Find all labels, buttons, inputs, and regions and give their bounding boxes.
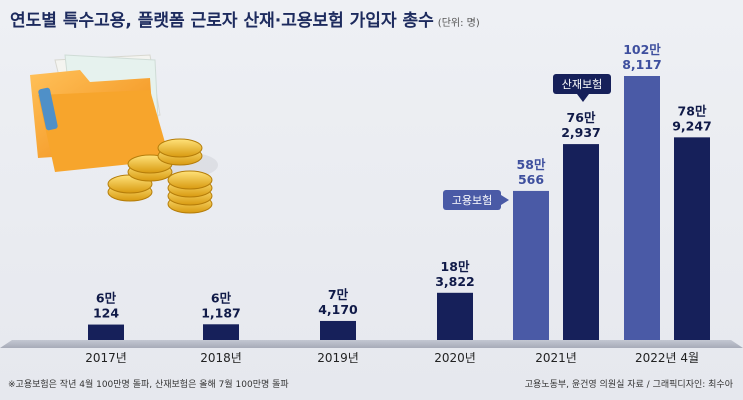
series-callouts: 고용보험 산재보험	[443, 74, 611, 210]
value-label-top-industrial-0: 6만	[96, 291, 117, 306]
value-label-bottom-industrial-2: 4,170	[318, 302, 358, 317]
value-label-bottom-industrial-3: 3,822	[435, 274, 475, 289]
value-labels-group: 6만1246만1,1877만4,17018만3,82258만56676만2,93…	[93, 42, 712, 321]
footnote: ※고용보험은 작년 4월 100만명 돌파, 산재보험은 올해 7월 100만명…	[8, 380, 289, 390]
bar-industrial-2	[320, 320, 356, 340]
chart-title: 연도별 특수고용, 플랫폼 근로자 산재·고용보험 가입자 총수 (단위: 명)	[10, 6, 480, 31]
bar-employment-4	[513, 190, 549, 340]
x-tick-4: 2021년	[535, 351, 577, 365]
callout-employment: 고용보험	[443, 190, 509, 210]
bar-industrial-4	[563, 144, 599, 340]
value-label-bottom-employment-5: 8,117	[622, 57, 662, 72]
value-label-bottom-industrial-4: 2,937	[561, 125, 601, 140]
value-label-bottom-industrial-0: 124	[93, 306, 119, 321]
bar-industrial-3	[437, 292, 473, 340]
value-label-bottom-industrial-5: 9,247	[672, 118, 712, 133]
x-axis-ticks: 2017년 2018년 2019년 2020년 2021년 2022년 4월	[85, 351, 699, 365]
unit-label: (단위: 명)	[437, 18, 480, 29]
bars-group	[88, 76, 710, 340]
value-label-top-industrial-4: 76만	[567, 110, 596, 125]
value-label-top-industrial-3: 18만	[441, 259, 470, 274]
bar-industrial-5	[674, 137, 710, 340]
x-tick-3: 2020년	[434, 351, 476, 365]
x-tick-0: 2017년	[85, 351, 127, 365]
callout-industrial: 산재보험	[553, 74, 611, 102]
bar-industrial-0	[88, 324, 124, 340]
callout-box-employment	[443, 190, 501, 210]
source-credit: 고용노동부, 윤건영 의원실 자료 / 그래픽디자인: 최수아	[524, 380, 733, 390]
bar-employment-5	[624, 76, 660, 340]
value-label-top-employment-4: 58만	[517, 157, 546, 172]
x-tick-5: 2022년 4월	[635, 351, 699, 365]
value-label-top-industrial-5: 78만	[678, 103, 707, 118]
x-tick-1: 2018년	[200, 351, 242, 365]
callout-box-industrial	[553, 74, 611, 94]
callout-text-industrial: 산재보험	[562, 78, 602, 91]
value-label-bottom-industrial-1: 1,187	[201, 305, 241, 320]
value-label-bottom-employment-4: 566	[518, 172, 544, 187]
folder-coins-illustration	[30, 54, 218, 214]
bar-industrial-1	[203, 324, 239, 340]
baseline	[0, 340, 743, 348]
value-label-top-industrial-1: 6만	[211, 290, 232, 305]
value-label-top-employment-5: 102만	[623, 42, 661, 57]
value-label-top-industrial-2: 7만	[328, 287, 349, 302]
callout-pointer-employment	[501, 195, 509, 205]
x-tick-2: 2019년	[317, 351, 359, 365]
callout-text-employment: 고용보험	[452, 194, 492, 207]
chart-title-text: 연도별 특수고용, 플랫폼 근로자 산재·고용보험 가입자 총수	[10, 11, 434, 31]
callout-pointer-industrial	[577, 94, 589, 102]
